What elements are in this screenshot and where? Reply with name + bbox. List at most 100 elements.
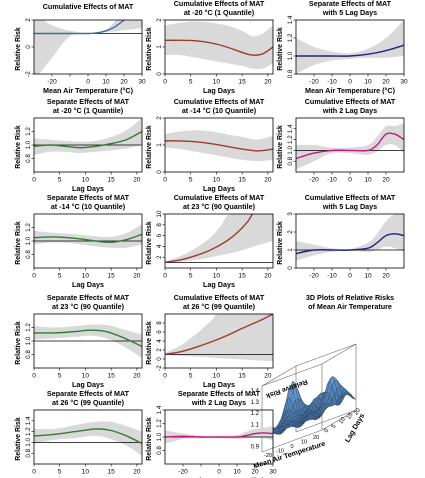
y-tick-label: 1	[287, 248, 294, 252]
y-tick-label: 1.2	[25, 223, 32, 232]
temp-tick-label: 0	[290, 444, 293, 450]
y-tick-label: 1.0	[25, 336, 32, 345]
chart-subtitle: at -14 °C (10 Quantile)	[182, 106, 257, 115]
plot-frame	[164, 213, 274, 269]
x-tick-label: 0	[163, 177, 167, 184]
y-tick-label: 8	[156, 321, 163, 325]
confidence-band	[165, 214, 273, 263]
series-line	[296, 233, 404, 255]
x-tick-label: -20	[309, 79, 319, 86]
chart-subtitle: at -20 °C (1 Quantile)	[53, 106, 124, 115]
chart-title: Cumulative Effects of MAT	[174, 193, 265, 202]
temp-tick-label: 10	[301, 440, 307, 446]
x-axis-label: Lag Days	[72, 184, 104, 193]
x-tick-label: 0	[348, 79, 352, 86]
y-tick-label: 1.2	[25, 427, 32, 436]
x-tick-label: -10	[327, 177, 337, 184]
chart-title: Cumulative Effects of MAT	[305, 97, 396, 106]
x-tick-label: 20	[133, 469, 141, 476]
z-tick-label: 1.2	[251, 411, 260, 417]
y-tick-label: 0.8	[156, 446, 163, 455]
y-axis-label: Relative Risk	[146, 221, 153, 265]
x-tick-label: 20	[382, 177, 390, 184]
x-tick-label: -20	[309, 177, 319, 184]
x-tick-label: 15	[108, 177, 116, 184]
y-tick-label: 1.0	[25, 438, 32, 447]
confidence-band	[296, 20, 404, 74]
z-tick-label: 0.9	[251, 445, 260, 451]
x-tick-label: 20	[133, 177, 141, 184]
y-axis-label: Relative Risk	[277, 125, 284, 169]
x-tick-label: 0	[163, 373, 167, 380]
x-tick-label: 10	[82, 373, 90, 380]
y-axis-label: Relative Risk	[146, 321, 153, 365]
x-tick-label: 20	[264, 273, 272, 280]
y-tick-label: 0.8	[25, 350, 32, 359]
temp-tick-label: 20	[313, 435, 319, 441]
x-tick-label: 30	[400, 79, 408, 86]
y-tick-label: 1.0	[25, 236, 32, 245]
x-tick-label: 20	[264, 373, 272, 380]
y-tick-label: 0.8	[25, 448, 32, 457]
plot-area	[34, 118, 142, 156]
x-tick-label: 10	[82, 469, 90, 476]
x-tick-label: 10	[82, 177, 90, 184]
box-edge	[295, 343, 357, 367]
y-tick-label: 3	[287, 212, 294, 216]
y-tick-label: 1.2	[287, 135, 294, 144]
chart-title: Cumulative Effects of MAT	[43, 2, 134, 11]
x-axis-label: Mean Air Temperature (°C)	[305, 86, 396, 95]
y-tick-label: 0.8	[287, 69, 294, 78]
series-line	[34, 130, 142, 149]
chart-panel: Cumulative Effects of MAT-20 0 10 20 30-202M…	[15, 2, 146, 95]
x-tick-label: 10	[102, 79, 110, 86]
plot-area	[165, 314, 273, 362]
y-tick-label: 0	[25, 45, 32, 49]
y-axis-label: Relative Risk	[15, 27, 22, 71]
y-tick-label: -2	[156, 365, 163, 371]
y-tick-label: 6	[156, 330, 163, 334]
confidence-band	[165, 130, 273, 162]
x-tick-label: 5	[189, 373, 193, 380]
box-edge	[321, 409, 357, 431]
plot-area	[296, 214, 404, 261]
y-tick-label: 0	[156, 72, 163, 76]
y-axis-label: Relative Risk	[146, 417, 153, 461]
z-tick-label: 1.1	[251, 422, 260, 428]
y-tick-label: -2	[25, 71, 32, 77]
y-tick-label: 1.0	[287, 51, 294, 60]
x-axis-label: Lag Days	[72, 476, 104, 478]
y-tick-label: 0.8	[287, 156, 294, 165]
x-tick-label: 30	[138, 79, 146, 86]
x-tick-label: 15	[108, 273, 116, 280]
chart-title: Separate Effects of MAT	[47, 293, 130, 302]
y-tick-label: 0.8	[25, 250, 32, 259]
plot-area	[34, 20, 142, 74]
x-tick-label: 20	[120, 79, 128, 86]
chart-subtitle: at -20 °C (1 Quantile)	[184, 8, 255, 17]
y-tick-label: 2	[156, 255, 163, 259]
y-tick-label: 6	[156, 233, 163, 237]
plot-area	[165, 21, 273, 70]
chart-title: Separate Effects of MAT	[178, 389, 261, 398]
chart-title: Cumulative Effects of MAT	[174, 293, 265, 302]
y-axis-label: Relative Risk	[146, 125, 153, 169]
x-tick-label: 10	[82, 273, 90, 280]
x-tick-label: 5	[189, 79, 193, 86]
x-tick-label: -20	[47, 79, 57, 86]
series-line	[165, 432, 273, 438]
x-tick-label: 15	[239, 177, 247, 184]
x-tick-label: 10	[213, 177, 221, 184]
y-tick-label: 1.2	[287, 33, 294, 42]
box-edge	[261, 365, 297, 387]
series-line	[165, 214, 254, 263]
y-tick-label: 1.4	[25, 416, 32, 425]
y-axis-label: Relative Risk	[15, 221, 22, 265]
y-tick-label: 1.4	[156, 405, 163, 414]
series-line	[296, 44, 404, 57]
y-tick-label: 2	[156, 18, 163, 22]
